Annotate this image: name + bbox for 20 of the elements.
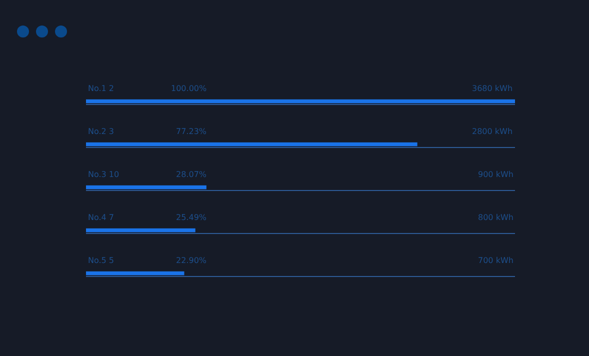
annotation: 900 kWh (478, 170, 514, 179)
y-tick-label: No.2 3 (88, 127, 114, 136)
data-label: 28.07% (176, 170, 207, 179)
annotation: 800 kWh (478, 213, 514, 222)
bar (86, 99, 515, 104)
y-tick-label: No.3 10 (88, 170, 120, 179)
y-tick-label: No.4 7 (88, 213, 114, 222)
annotation: 3680 kWh (472, 84, 513, 93)
annotation: 700 kWh (478, 256, 514, 265)
data-label: 77.23% (176, 127, 207, 136)
data-label: 100.00% (171, 84, 207, 93)
bar (86, 142, 418, 146)
y-tick-label: No.1 2 (88, 84, 114, 93)
data-label: 25.49% (176, 213, 207, 222)
data-label: 22.90% (176, 256, 207, 265)
annotation: 2800 kWh (472, 127, 513, 136)
bar (86, 228, 196, 232)
bar (86, 271, 184, 276)
bar (86, 185, 206, 190)
y-tick-label: No.5 5 (88, 256, 114, 265)
